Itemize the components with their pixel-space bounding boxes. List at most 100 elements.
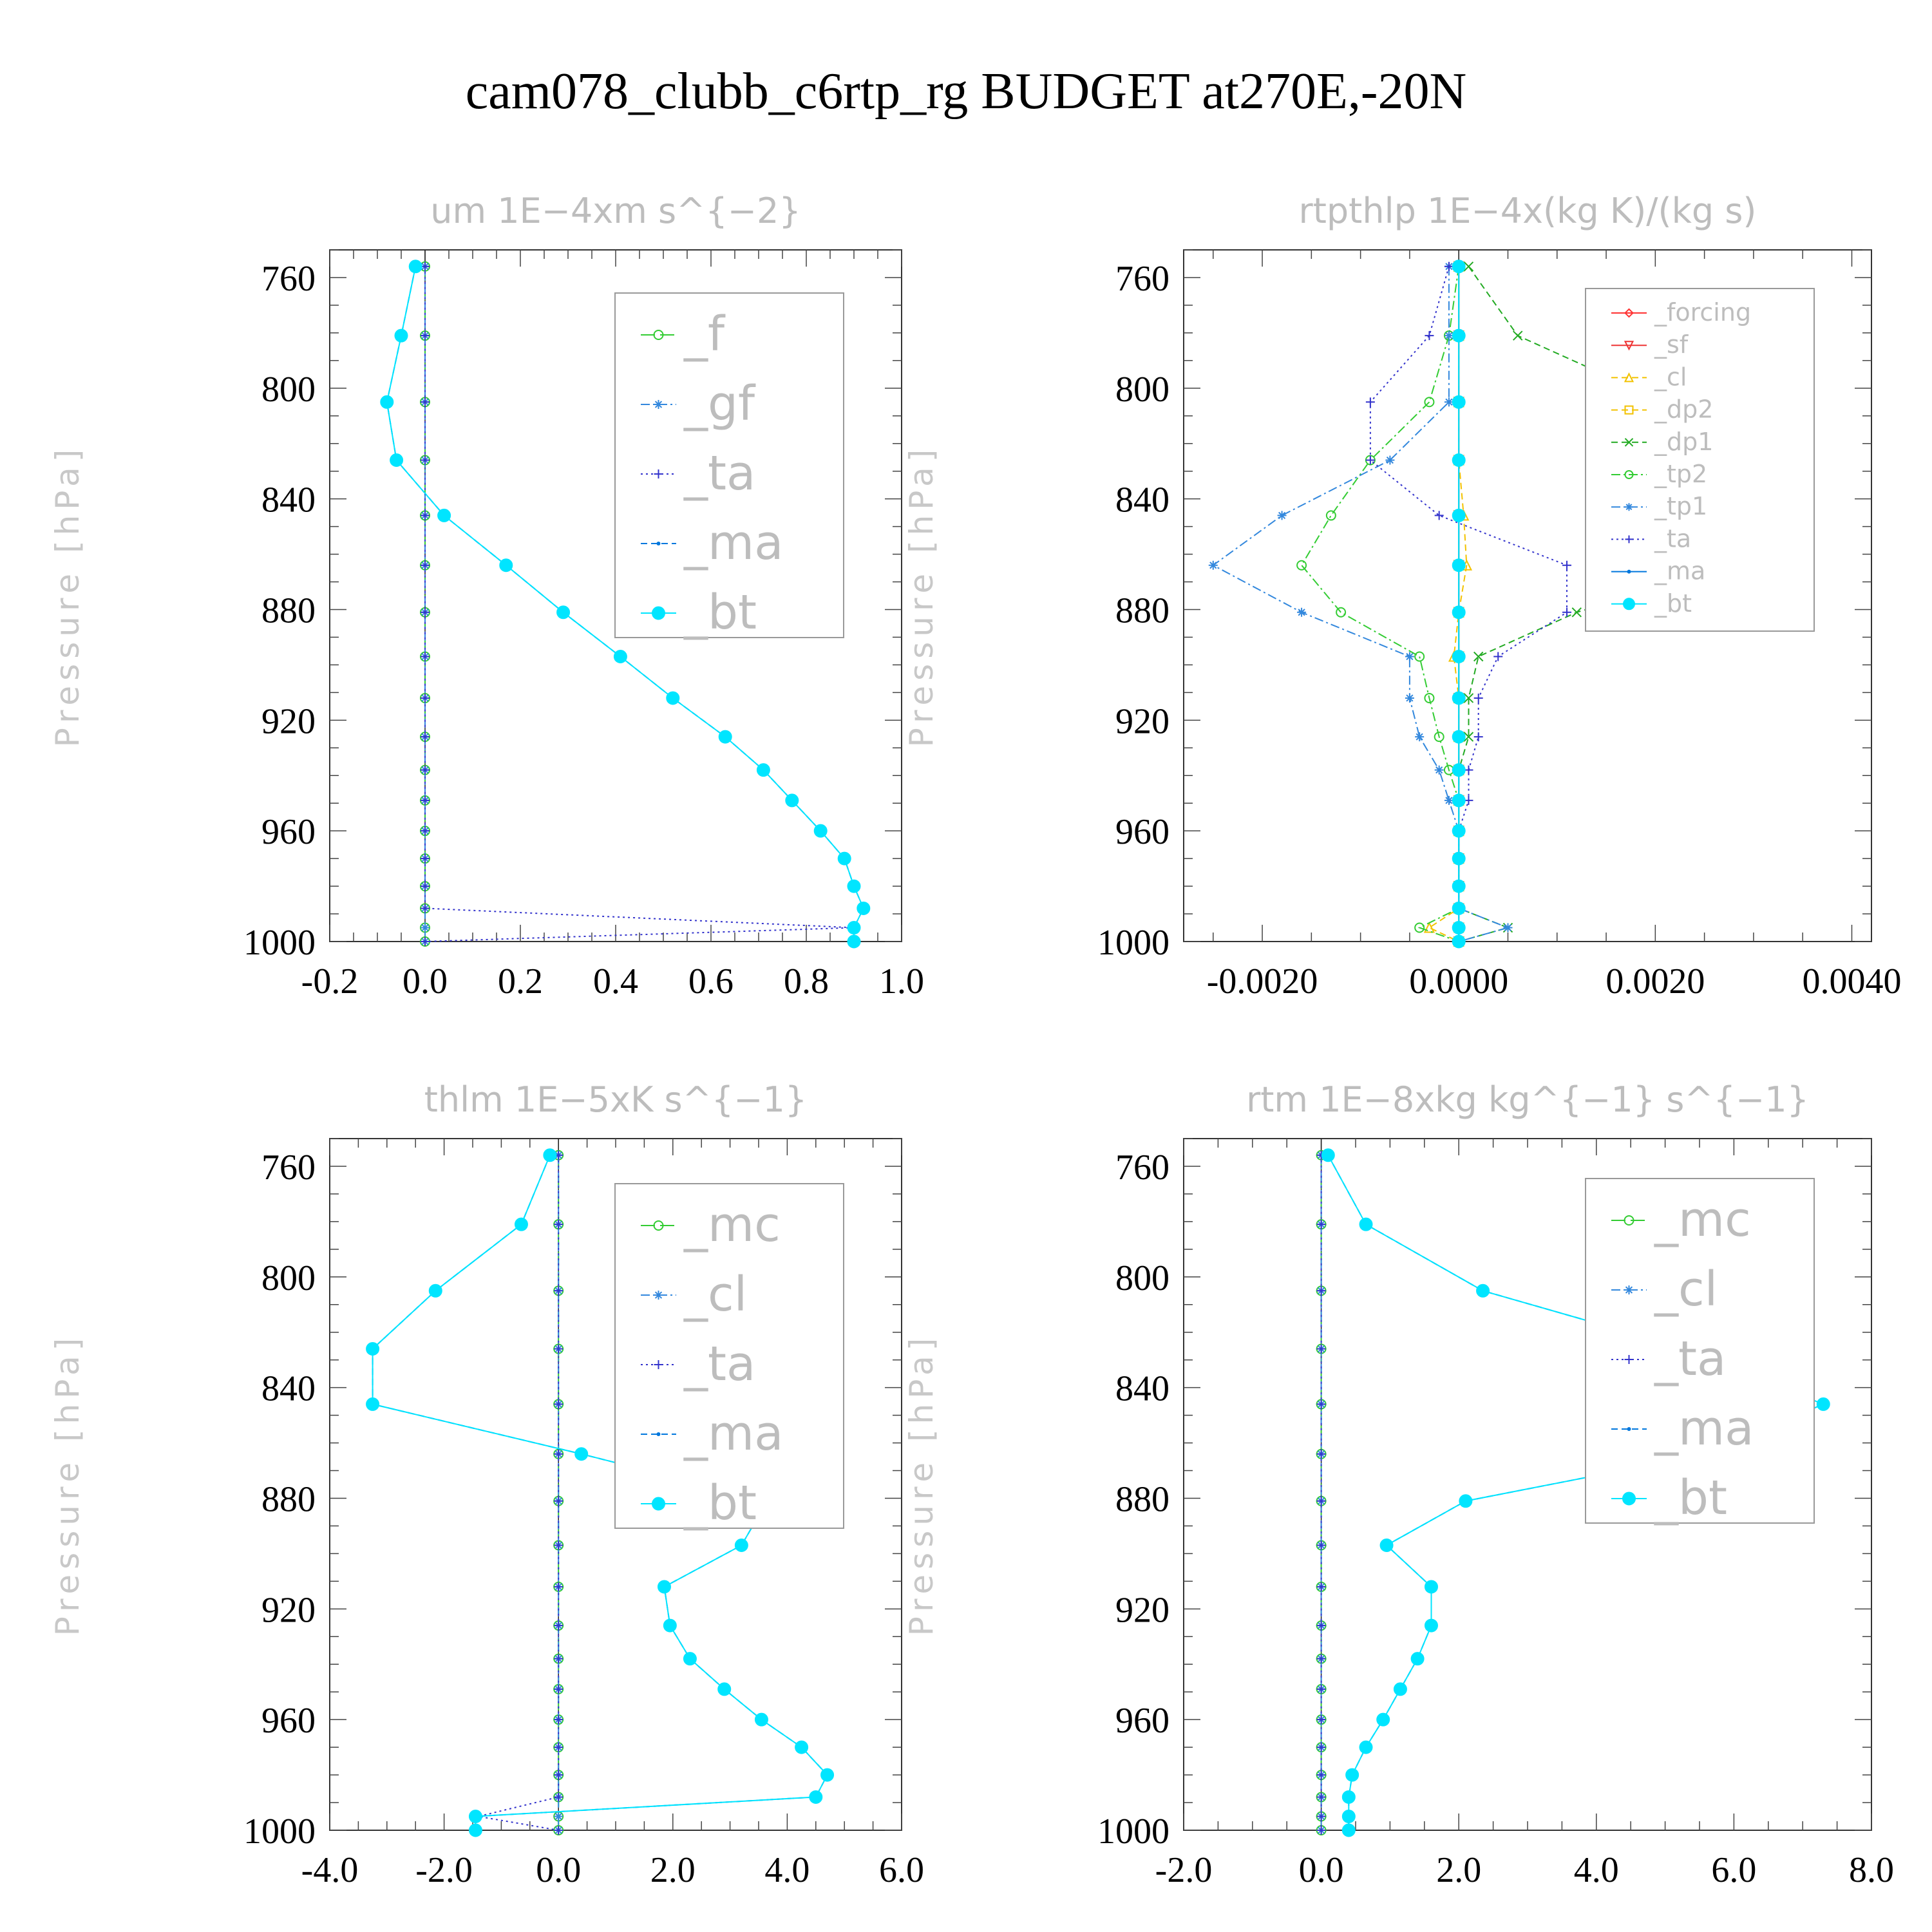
data-point [1424, 692, 1435, 703]
data-point [1452, 730, 1466, 744]
data-point [1316, 1220, 1326, 1229]
figure-title: cam078_clubb_c6rtp_rg BUDGET at270E,-20N [466, 63, 1467, 120]
data-point [366, 1341, 380, 1356]
data-point [1316, 1826, 1326, 1835]
legend-swatch-marker [654, 1291, 663, 1300]
legend-swatch-marker [654, 469, 663, 478]
chart-panel-4: rtm 1E−8xkg kg^{−1} s^{−1} Pressure [hPa]… [903, 1079, 1894, 1890]
y-axis-label: Pressure [hPa] [903, 1333, 940, 1636]
x-tick-label: 2.0 [650, 1850, 696, 1890]
data-point [1316, 1286, 1326, 1296]
data-point [734, 1539, 748, 1553]
series-line [1300, 266, 1460, 942]
legend-swatch-marker [1625, 535, 1633, 544]
data-point [1316, 1344, 1326, 1354]
data-point [1341, 1810, 1356, 1824]
legend-swatch-marker [1624, 470, 1634, 479]
y-tick-label: 760 [1115, 1148, 1170, 1188]
y-tick-label: 960 [261, 812, 316, 852]
legend-swatch-marker [1624, 1285, 1634, 1294]
legend-entry: _dp1 [1654, 428, 1713, 456]
data-point [1424, 1618, 1438, 1633]
data-point [847, 934, 861, 949]
legend-entry: _ta [1654, 1331, 1726, 1387]
data-point [1452, 934, 1466, 949]
plot-frame [1183, 249, 1872, 942]
data-point [543, 1148, 557, 1162]
x-tick-label: 1.0 [879, 961, 924, 1001]
data-point [554, 1220, 564, 1229]
y-tick-label: 1000 [1097, 1812, 1170, 1852]
data-point [1444, 397, 1454, 407]
y-tick-label: 920 [261, 1590, 316, 1630]
data-point [1316, 1399, 1326, 1409]
data-point [554, 1449, 564, 1459]
data-point [1208, 560, 1218, 570]
data-point [1365, 397, 1375, 407]
y-tick-label: 920 [1115, 1590, 1170, 1630]
legend-swatch-marker [1625, 503, 1633, 511]
data-point [421, 652, 430, 661]
legend-swatch-marker [1624, 341, 1634, 351]
data-point [554, 1621, 564, 1631]
x-tick-label: -4.0 [301, 1850, 359, 1890]
data-point [1571, 607, 1582, 618]
data-point [1393, 1682, 1407, 1696]
legend-swatch-marker [656, 542, 661, 545]
data-point [1452, 453, 1466, 467]
y-axis-label: Pressure [hPa] [49, 1333, 86, 1636]
legend-entry: _tp2 [1654, 460, 1707, 488]
data-point [1316, 1496, 1326, 1506]
data-point [1816, 1397, 1830, 1411]
legend-entry: _cl [1654, 363, 1687, 391]
panel-title: rtm 1E−8xkg kg^{−1} s^{−1} [1246, 1079, 1809, 1120]
data-point [1473, 651, 1484, 662]
data-point [1414, 651, 1425, 662]
legend-swatch-marker [1627, 1427, 1631, 1431]
x-tick-label: 0.0 [402, 961, 448, 1001]
data-point [1452, 328, 1466, 343]
series-tp2 [1296, 261, 1464, 947]
data-point [554, 1770, 564, 1780]
data-point [421, 826, 430, 836]
data-point [1473, 732, 1483, 742]
data-point [1365, 455, 1375, 465]
data-point [1316, 1582, 1326, 1591]
series-bt [366, 1148, 835, 1837]
x-tick-label: -0.0020 [1207, 961, 1318, 1001]
data-point [1493, 652, 1503, 661]
legend-swatch-marker [1624, 1215, 1634, 1226]
y-tick-label: 960 [261, 1701, 316, 1741]
x-tick-label: 0.8 [784, 961, 829, 1001]
data-point [499, 558, 513, 573]
legend-entry: _tp1 [1654, 492, 1707, 520]
data-point [1444, 261, 1454, 271]
data-point [554, 1496, 564, 1506]
data-point [408, 260, 422, 274]
legend: _mc _cl _ta _ma _bt [614, 1183, 844, 1531]
legend-swatch-marker [653, 1220, 664, 1231]
data-point [1410, 1652, 1425, 1666]
y-tick-label: 760 [261, 259, 316, 299]
data-point [1325, 510, 1336, 521]
data-point [1321, 1148, 1335, 1162]
y-tick-label: 800 [1115, 370, 1170, 410]
data-point [421, 397, 430, 407]
data-point [1452, 650, 1466, 664]
data-point [554, 1399, 564, 1409]
legend-entry: _ma [683, 515, 783, 571]
y-tick-label: 880 [261, 591, 316, 630]
legend-swatch-marker [652, 606, 665, 620]
y-tick-label: 1000 [1097, 923, 1170, 963]
data-point [1463, 732, 1474, 742]
data-point [1379, 1539, 1394, 1553]
legend: _mc _cl _ta _ma _bt [1585, 1178, 1815, 1526]
data-point [421, 607, 430, 617]
data-point [1316, 1621, 1326, 1631]
data-point [421, 511, 430, 520]
data-point [421, 693, 430, 703]
series-line [1211, 266, 1510, 942]
legend-entry: _ta [683, 446, 755, 501]
data-point [1277, 511, 1287, 520]
x-tick-label: 6.0 [879, 1850, 924, 1890]
